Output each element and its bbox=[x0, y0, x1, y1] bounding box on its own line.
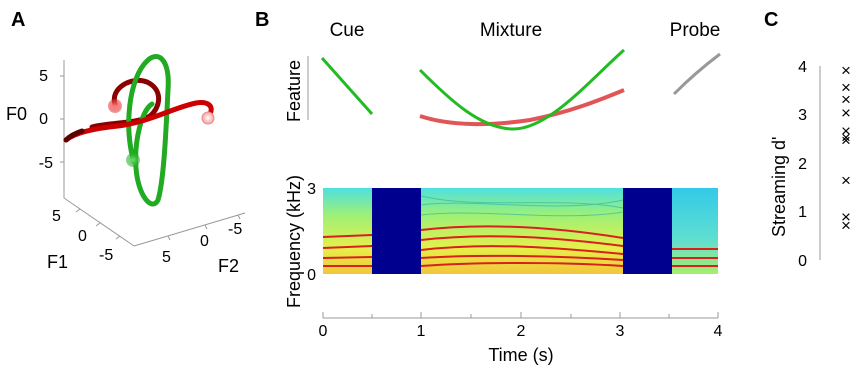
freq-tick-0: 0 bbox=[307, 267, 316, 284]
time-tick-0: 0 bbox=[319, 323, 328, 340]
red-start-marker bbox=[108, 99, 122, 113]
f2-tick-neg5: -5 bbox=[228, 221, 242, 238]
dprime-marker: × bbox=[841, 171, 851, 190]
red-trajectory-dark-tail bbox=[63, 128, 85, 143]
time-tick-2: 2 bbox=[517, 323, 526, 340]
title-cue: Cue bbox=[330, 20, 365, 41]
f2-tick-0: 0 bbox=[200, 233, 209, 250]
dprime-marker: × bbox=[841, 121, 851, 140]
dprime-marker: × bbox=[841, 128, 851, 147]
dprime-tick-0: 0 bbox=[798, 253, 807, 270]
red-trajectory-back bbox=[89, 78, 162, 130]
dprime-marker: × bbox=[841, 61, 851, 80]
green-trajectory bbox=[126, 54, 171, 207]
probe-gray-trace bbox=[672, 52, 721, 96]
panel-c-scatter: 4 3 2 1 0 Streaming d' ×××××××××× bbox=[769, 59, 851, 270]
title-mixture: Mixture bbox=[480, 20, 542, 41]
f0-axis-label: F0 bbox=[6, 104, 27, 124]
title-probe: Probe bbox=[670, 20, 721, 41]
dprime-marker: × bbox=[841, 216, 851, 235]
f1-tick-0: 0 bbox=[78, 228, 87, 245]
freq-tick-3: 3 bbox=[307, 181, 316, 198]
f0-tick-5: 5 bbox=[39, 68, 48, 85]
f2-axis-line bbox=[133, 212, 246, 247]
f0-tick-0: 0 bbox=[39, 111, 48, 128]
dprime-marker: × bbox=[841, 90, 851, 109]
mixture-harmonics bbox=[420, 225, 624, 267]
dprime-marker: × bbox=[841, 104, 851, 123]
cue-harmonics bbox=[322, 234, 373, 267]
probe-harmonics bbox=[672, 248, 718, 267]
dprime-marker: × bbox=[841, 207, 851, 226]
panel-label-c: C bbox=[764, 9, 778, 31]
f1-tick-5: 5 bbox=[52, 208, 61, 225]
red-end-marker bbox=[201, 111, 215, 125]
dprime-tick-1: 1 bbox=[798, 204, 807, 221]
frequency-axis-label: Frequency (kHz) bbox=[284, 175, 304, 308]
f2-tick-5: 5 bbox=[162, 249, 171, 266]
spectrogram bbox=[322, 188, 718, 274]
time-tick-1: 1 bbox=[417, 323, 426, 340]
dprime-tick-4: 4 bbox=[798, 59, 807, 76]
f0-tick-neg5: -5 bbox=[39, 155, 53, 172]
streaming-dprime-axis-label: Streaming d' bbox=[769, 137, 789, 238]
time-tick-3: 3 bbox=[616, 323, 625, 340]
green-start-marker bbox=[126, 153, 140, 167]
dprime-tick-2: 2 bbox=[798, 156, 807, 173]
probe-spectrogram-block bbox=[672, 188, 718, 274]
cue-spectrogram-block bbox=[323, 188, 372, 274]
dprime-markers: ×××××××××× bbox=[841, 61, 851, 235]
time-axis-label: Time (s) bbox=[488, 345, 553, 365]
mixture-green-trace bbox=[418, 48, 625, 131]
f1-tick-neg5: -5 bbox=[99, 247, 113, 264]
mixture-red-trace bbox=[419, 88, 625, 127]
feature-axis-label: Feature bbox=[284, 60, 304, 122]
time-axis bbox=[322, 312, 719, 319]
red-trajectory-front bbox=[63, 100, 214, 143]
f1-axis-line bbox=[63, 197, 135, 247]
dprime-tick-3: 3 bbox=[798, 107, 807, 124]
f2-axis-label: F2 bbox=[218, 256, 239, 276]
dprime-marker: × bbox=[841, 78, 851, 97]
panel-b: Cue Mixture Probe Feature bbox=[284, 20, 723, 365]
dprime-marker: × bbox=[841, 131, 851, 150]
cue-green-trace bbox=[320, 57, 374, 115]
panel-label-b: B bbox=[255, 9, 269, 31]
3d-box-axes bbox=[60, 60, 246, 247]
panel-a-3d-plot: 5 0 -5 F0 5 0 -5 F1 5 0 -5 F2 bbox=[6, 54, 246, 276]
panel-label-a: A bbox=[11, 9, 25, 31]
f1-axis-label: F1 bbox=[47, 252, 68, 272]
time-tick-4: 4 bbox=[714, 323, 723, 340]
mixture-fine-structure bbox=[420, 195, 624, 217]
